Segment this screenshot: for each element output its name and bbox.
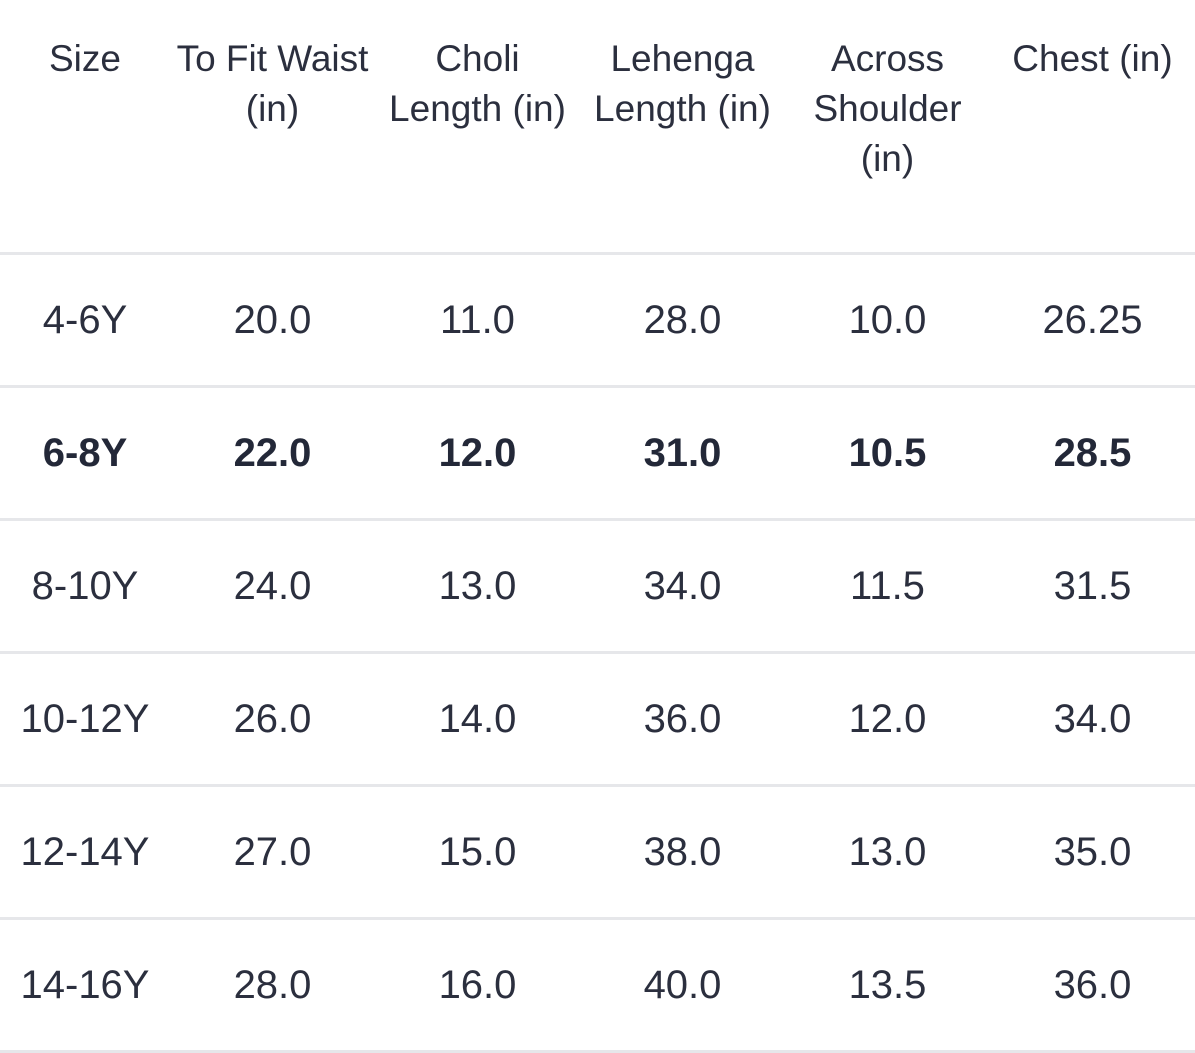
header-size: Size	[0, 0, 170, 255]
cell-choli-length: 16.0	[375, 918, 580, 1053]
cell-waist: 28.0	[170, 918, 375, 1053]
cell-across-shoulder: 10.0	[785, 253, 990, 388]
cell-size: 12-14Y	[0, 785, 170, 920]
cell-waist: 20.0	[170, 253, 375, 388]
cell-choli-length: 11.0	[375, 253, 580, 388]
cell-size: 6-8Y	[0, 386, 170, 521]
table-header-row: Size To Fit Waist (in) Choli Length (in)…	[0, 0, 1195, 255]
cell-chest: 35.0	[990, 785, 1195, 920]
table-row-highlighted: 6-8Y 22.0 12.0 31.0 10.5 28.5	[0, 386, 1195, 521]
cell-size: 10-12Y	[0, 652, 170, 787]
cell-waist: 22.0	[170, 386, 375, 521]
cell-lehenga-length: 31.0	[580, 386, 785, 521]
cell-choli-length: 14.0	[375, 652, 580, 787]
cell-size: 14-16Y	[0, 918, 170, 1053]
cell-lehenga-length: 36.0	[580, 652, 785, 787]
cell-waist: 26.0	[170, 652, 375, 787]
cell-across-shoulder: 10.5	[785, 386, 990, 521]
header-across-shoulder: Across Shoulder (in)	[785, 0, 990, 255]
cell-across-shoulder: 13.5	[785, 918, 990, 1053]
cell-across-shoulder: 13.0	[785, 785, 990, 920]
cell-lehenga-length: 28.0	[580, 253, 785, 388]
cell-chest: 28.5	[990, 386, 1195, 521]
cell-lehenga-length: 38.0	[580, 785, 785, 920]
table-row: 10-12Y 26.0 14.0 36.0 12.0 34.0	[0, 652, 1195, 787]
cell-chest: 26.25	[990, 253, 1195, 388]
cell-across-shoulder: 11.5	[785, 519, 990, 654]
table-row: 8-10Y 24.0 13.0 34.0 11.5 31.5	[0, 519, 1195, 654]
cell-choli-length: 15.0	[375, 785, 580, 920]
cell-chest: 36.0	[990, 918, 1195, 1053]
cell-waist: 27.0	[170, 785, 375, 920]
cell-across-shoulder: 12.0	[785, 652, 990, 787]
header-choli-length: Choli Length (in)	[375, 0, 580, 255]
header-lehenga-length: Lehenga Length (in)	[580, 0, 785, 255]
header-to-fit-waist: To Fit Waist (in)	[170, 0, 375, 255]
cell-lehenga-length: 34.0	[580, 519, 785, 654]
cell-waist: 24.0	[170, 519, 375, 654]
cell-size: 4-6Y	[0, 253, 170, 388]
cell-choli-length: 13.0	[375, 519, 580, 654]
table-row: 12-14Y 27.0 15.0 38.0 13.0 35.0	[0, 785, 1195, 920]
table-row: 14-16Y 28.0 16.0 40.0 13.5 36.0	[0, 918, 1195, 1053]
cell-size: 8-10Y	[0, 519, 170, 654]
cell-chest: 31.5	[990, 519, 1195, 654]
cell-choli-length: 12.0	[375, 386, 580, 521]
cell-lehenga-length: 40.0	[580, 918, 785, 1053]
header-chest: Chest (in)	[990, 0, 1195, 255]
table-row: 4-6Y 20.0 11.0 28.0 10.0 26.25	[0, 253, 1195, 388]
cell-chest: 34.0	[990, 652, 1195, 787]
